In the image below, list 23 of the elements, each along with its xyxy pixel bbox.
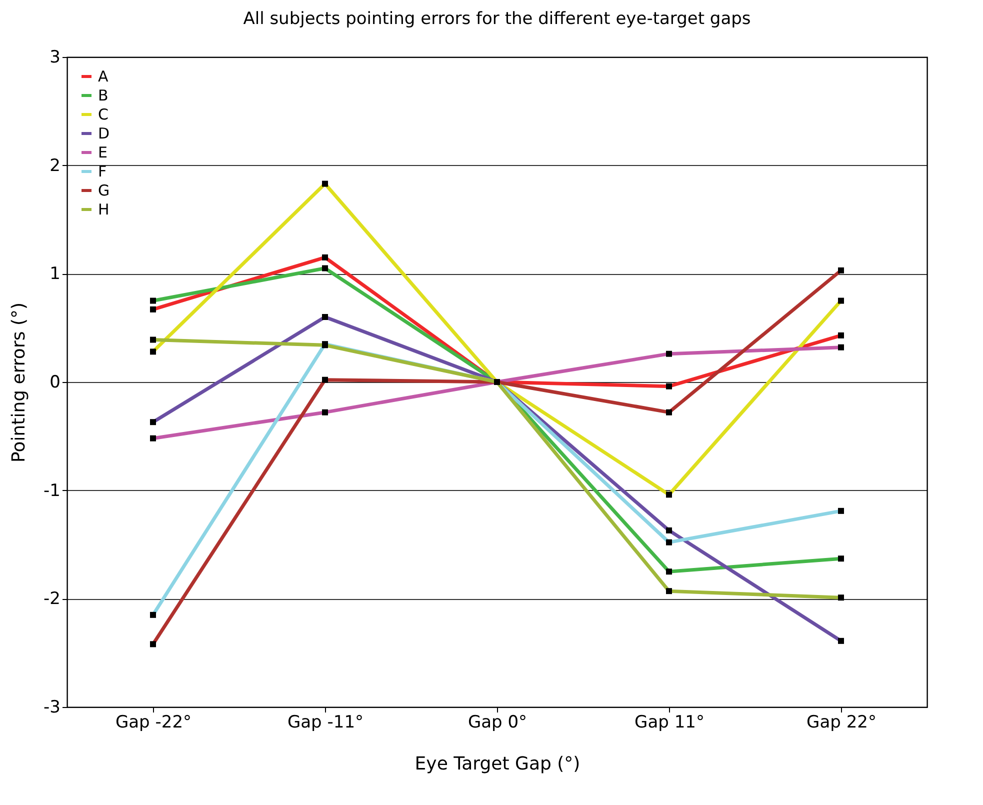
x-tick-label: Gap -11° [287,712,364,732]
x-tick-label: Gap -22° [115,712,192,732]
y-tick-label: -2 [44,589,60,610]
legend-label: A [98,68,109,86]
legend-label: E [98,144,108,162]
legend-label: B [98,86,108,104]
x-tick-label: Gap 11° [634,712,704,732]
y-tick-label: 2 [50,156,60,176]
y-axis-title: Pointing errors (°) [8,302,30,462]
legend-label: C [98,106,108,124]
x-axis-title: Eye Target Gap (°) [414,754,580,774]
y-tick-label: -3 [44,698,60,718]
legend-label: G [98,182,110,200]
legend-label: H [98,200,110,218]
y-tick-label: -1 [44,480,60,501]
legend-label: F [98,162,107,180]
y-tick-label: 3 [50,48,60,68]
x-tick-label: Gap 0° [468,712,528,732]
chart-title: All subjects pointing errors for the different eye-target gaps [243,9,751,29]
x-tick-label: Gap 22° [806,712,876,732]
y-tick-label: 0 [50,372,60,392]
legend-label: D [98,124,110,142]
y-tick-label: 1 [50,264,60,284]
